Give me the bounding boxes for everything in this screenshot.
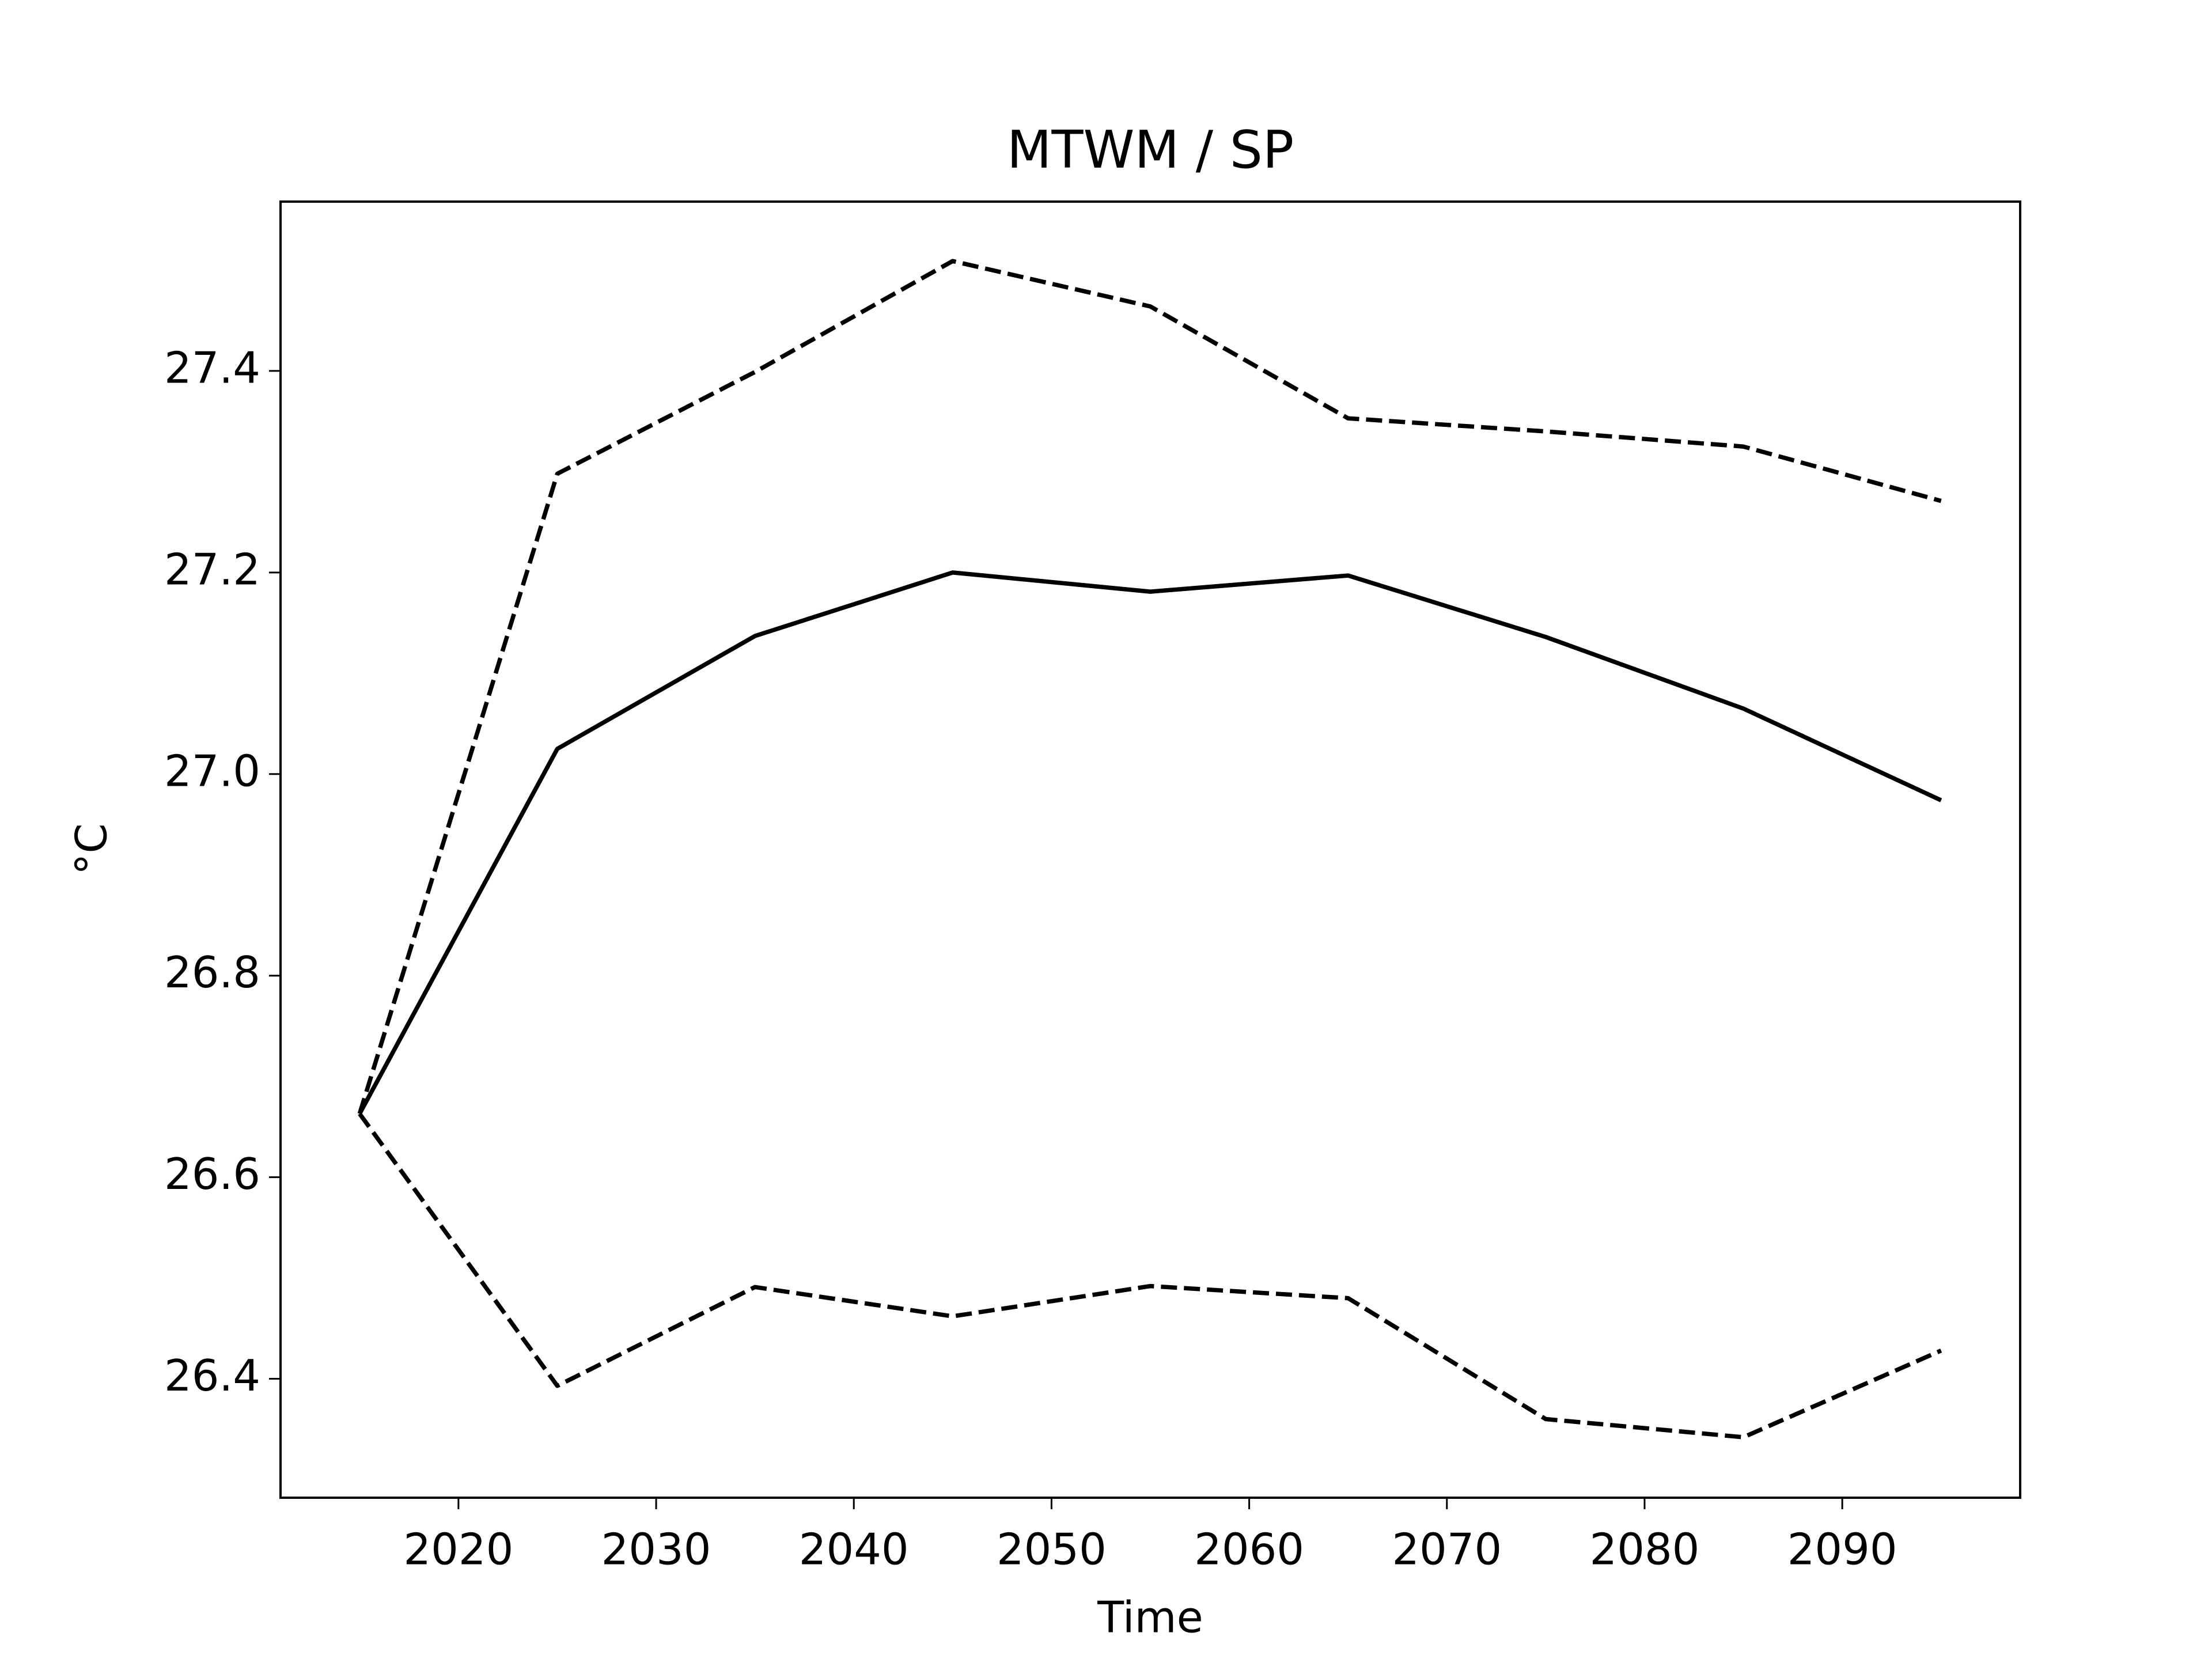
- x-tick-label: 2030: [601, 1524, 711, 1575]
- x-tick-label: 2090: [1787, 1524, 1897, 1575]
- y-tick-label: 26.6: [164, 1149, 260, 1199]
- x-tick-label: 2070: [1392, 1524, 1502, 1575]
- series-line: [358, 1112, 1942, 1440]
- y-axis-label: °C: [66, 823, 117, 875]
- y-tick-label: 27.0: [164, 745, 260, 796]
- x-tick-label: 2050: [997, 1524, 1107, 1575]
- series-line: [357, 259, 1942, 1115]
- y-tick-label: 27.4: [164, 342, 260, 393]
- y-tick-label: 26.4: [164, 1350, 260, 1401]
- x-tick-label: 2060: [1194, 1524, 1304, 1575]
- y-tick-label: 26.8: [164, 947, 260, 998]
- x-tick-label: 2040: [799, 1524, 909, 1575]
- y-tick-label: 27.2: [164, 544, 260, 594]
- series-line: [358, 570, 1942, 1115]
- x-tick-label: 2020: [403, 1524, 513, 1575]
- x-axis-label: Time: [1097, 1592, 1203, 1643]
- plot-frame: [279, 200, 2021, 1499]
- chart-title: MTWM / SP: [1007, 120, 1294, 180]
- x-tick-label: 2080: [1590, 1524, 1700, 1575]
